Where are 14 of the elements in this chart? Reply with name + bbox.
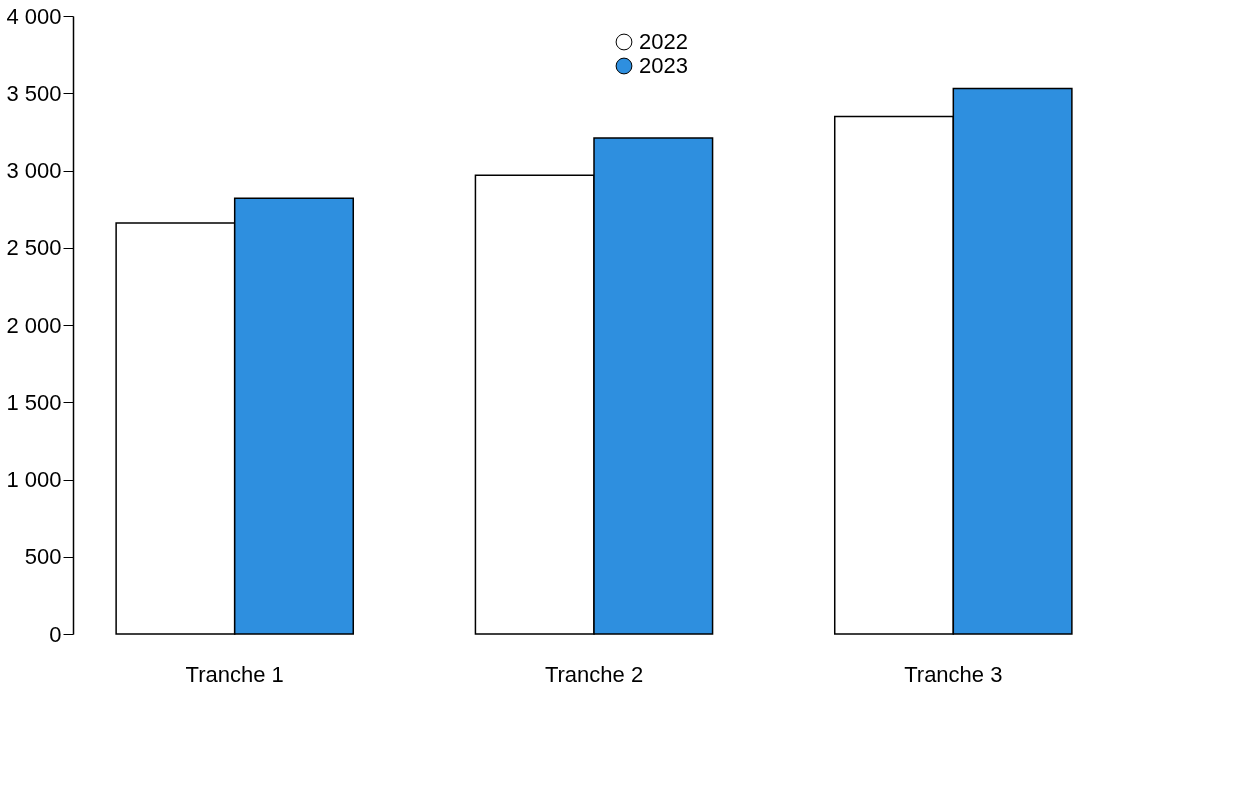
- legend-label: 2023: [639, 53, 688, 78]
- y-tick-label: 2 000: [6, 312, 62, 338]
- y-tick-label: 3 500: [6, 80, 62, 106]
- y-tick-label: 3 000: [6, 158, 62, 183]
- x-tick-label: Tranche 1: [185, 661, 284, 687]
- y-tick-label: 2 500: [6, 235, 62, 261]
- y-tick-label: 1 500: [6, 389, 62, 415]
- y-tick-label: 500: [24, 544, 62, 570]
- x-tick-label: Tranche 2: [544, 661, 644, 687]
- x-tick-label: Tranche 3: [904, 661, 1003, 687]
- y-tick-label: 0: [49, 621, 62, 647]
- y-tick-label: 4 000: [6, 3, 62, 29]
- y-tick-label: 1 000: [6, 467, 62, 492]
- legend-label: 2022: [639, 29, 688, 54]
